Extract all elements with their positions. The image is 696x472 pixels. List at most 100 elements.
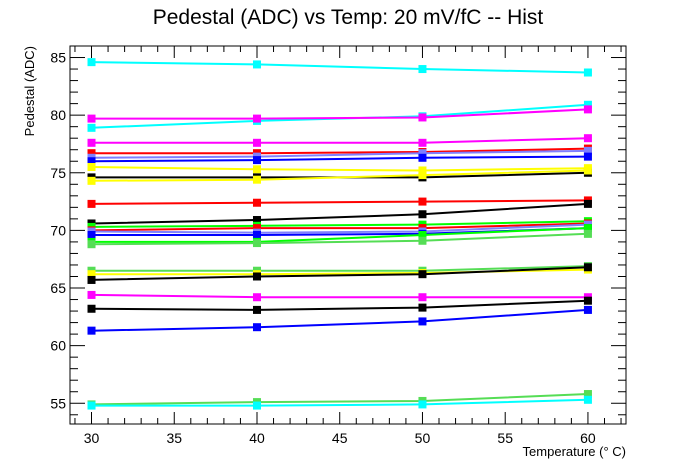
- data-point: [418, 303, 427, 312]
- data-point: [252, 272, 261, 281]
- y-tick-label: 80: [50, 107, 66, 123]
- y-tick-label: 65: [50, 280, 66, 296]
- data-point: [87, 270, 96, 279]
- series-line: [91, 227, 588, 243]
- y-axis-label: Pedestal (ADC): [22, 46, 37, 136]
- series-line: [91, 149, 588, 159]
- data-point: [583, 224, 592, 233]
- series-line: [91, 103, 588, 129]
- data-point: [583, 152, 592, 161]
- data-point: [252, 305, 261, 314]
- data-point: [87, 240, 96, 249]
- data-point: [252, 60, 261, 69]
- data-point: [418, 236, 427, 245]
- data-point: [418, 317, 427, 326]
- series-line: [91, 155, 588, 163]
- x-tick-label: 45: [332, 430, 348, 446]
- data-point: [252, 114, 261, 123]
- x-tick-label: 40: [249, 430, 265, 446]
- data-point: [87, 326, 96, 335]
- data-point: [87, 58, 96, 67]
- data-point: [252, 175, 261, 184]
- data-point: [252, 156, 261, 165]
- series-7: [87, 152, 592, 166]
- series-line: [91, 169, 588, 182]
- x-axis-label: Temperature (° C): [523, 444, 626, 459]
- series-line: [91, 108, 588, 120]
- data-point: [418, 149, 427, 158]
- data-point: [418, 138, 427, 147]
- x-tick-label: 60: [580, 430, 596, 446]
- series-18: [87, 229, 592, 249]
- series-23: [87, 296, 592, 314]
- series-line: [91, 166, 588, 172]
- data-point: [583, 146, 592, 155]
- data-point: [418, 65, 427, 74]
- x-tick-label: 30: [84, 430, 100, 446]
- y-tick-label: 85: [50, 50, 66, 66]
- data-point: [418, 400, 427, 409]
- series-line: [91, 61, 588, 74]
- series-line: [91, 266, 588, 281]
- data-point: [418, 171, 427, 180]
- data-point: [418, 166, 427, 175]
- axes-layer: 30 35 40 45 50 55 60 55 60 65 70 75 80 85: [50, 45, 627, 446]
- data-point: [252, 165, 261, 174]
- data-point: [583, 296, 592, 305]
- series-line: [91, 265, 588, 272]
- series-4: [87, 134, 592, 147]
- data-point: [418, 113, 427, 122]
- series-line: [91, 202, 588, 225]
- data-point: [87, 176, 96, 185]
- x-tick-label: 50: [415, 430, 431, 446]
- series-line: [91, 393, 588, 406]
- data-point: [252, 216, 261, 225]
- series-1: [87, 58, 592, 77]
- data-point: [418, 293, 427, 302]
- series-10: [87, 166, 592, 185]
- data-point: [583, 305, 592, 314]
- series-21: [87, 263, 592, 284]
- series-line: [91, 299, 588, 311]
- x-tick-label: 35: [166, 430, 182, 446]
- series-line: [91, 293, 588, 299]
- x-tick-label: 55: [497, 430, 513, 446]
- y-tick-label: 55: [50, 395, 66, 411]
- data-point: [87, 123, 96, 132]
- data-point: [418, 210, 427, 219]
- data-point: [583, 390, 592, 399]
- data-point: [87, 199, 96, 208]
- data-point: [418, 153, 427, 162]
- data-point: [252, 323, 261, 332]
- y-tick-label: 75: [50, 165, 66, 181]
- data-point: [583, 229, 592, 238]
- data-point: [583, 395, 592, 404]
- data-point: [87, 304, 96, 313]
- chart-title: Pedestal (ADC) vs Temp: 20 mV/fC -- Hist: [153, 6, 544, 29]
- y-tick-label: 60: [50, 338, 66, 354]
- data-point: [87, 401, 96, 410]
- series-line: [91, 220, 588, 228]
- series-3: [87, 105, 592, 123]
- data-point: [583, 199, 592, 208]
- series-line: [91, 308, 588, 332]
- series-line: [91, 223, 588, 234]
- data-point: [583, 263, 592, 272]
- data-point: [418, 231, 427, 239]
- y-tick-label: 70: [50, 222, 66, 238]
- series-line: [91, 232, 588, 246]
- data-point: [418, 270, 427, 279]
- series-22: [87, 290, 592, 302]
- data-point: [87, 114, 96, 123]
- data-point: [583, 68, 592, 77]
- data-point: [418, 197, 427, 206]
- series-24: [87, 305, 592, 335]
- data-point: [87, 163, 96, 172]
- series-line: [91, 398, 588, 407]
- data-point: [87, 138, 96, 147]
- data-point: [87, 290, 96, 299]
- data-point: [252, 138, 261, 147]
- data-point: [87, 275, 96, 284]
- data-point: [252, 239, 261, 248]
